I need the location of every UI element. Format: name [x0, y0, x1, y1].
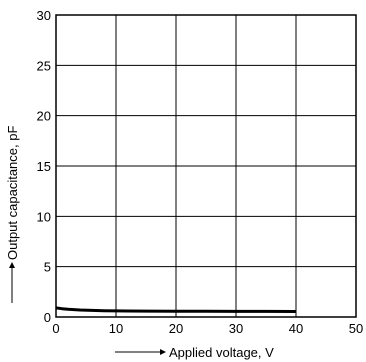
x-axis-title-arrowhead: [160, 349, 166, 355]
y-tick-label-0: 0: [44, 310, 51, 325]
y-tick-label-25: 25: [37, 58, 51, 73]
x-axis-title-group: Applied voltage, V: [115, 345, 274, 360]
y-tick-labels: 0 5 10 15 20 25 30: [37, 8, 51, 325]
y-tick-label-30: 30: [37, 8, 51, 23]
x-axis-title: Applied voltage, V: [169, 345, 274, 360]
x-tick-label-10: 10: [109, 321, 123, 336]
y-tick-label-15: 15: [37, 159, 51, 174]
x-tick-label-30: 30: [229, 321, 243, 336]
x-tick-label-50: 50: [349, 321, 363, 336]
grid-lines: [56, 15, 356, 317]
series-layer: [55, 306, 297, 313]
x-tick-label-20: 20: [169, 321, 183, 336]
plot-frame: [55, 14, 357, 318]
y-tick-label-5: 5: [44, 260, 51, 275]
y-axis-title: Output capacitance, pF: [5, 126, 20, 260]
y-tick-label-10: 10: [37, 209, 51, 224]
y-axis-title-group: Output capacitance, pF: [5, 126, 20, 303]
x-tick-label-0: 0: [52, 321, 59, 336]
y-tick-label-20: 20: [37, 109, 51, 124]
x-tick-labels: 0 10 20 30 40 50: [52, 321, 363, 336]
x-tick-label-40: 40: [289, 321, 303, 336]
y-axis-title-arrowhead: [9, 262, 15, 268]
series-line-0: [55, 306, 297, 313]
